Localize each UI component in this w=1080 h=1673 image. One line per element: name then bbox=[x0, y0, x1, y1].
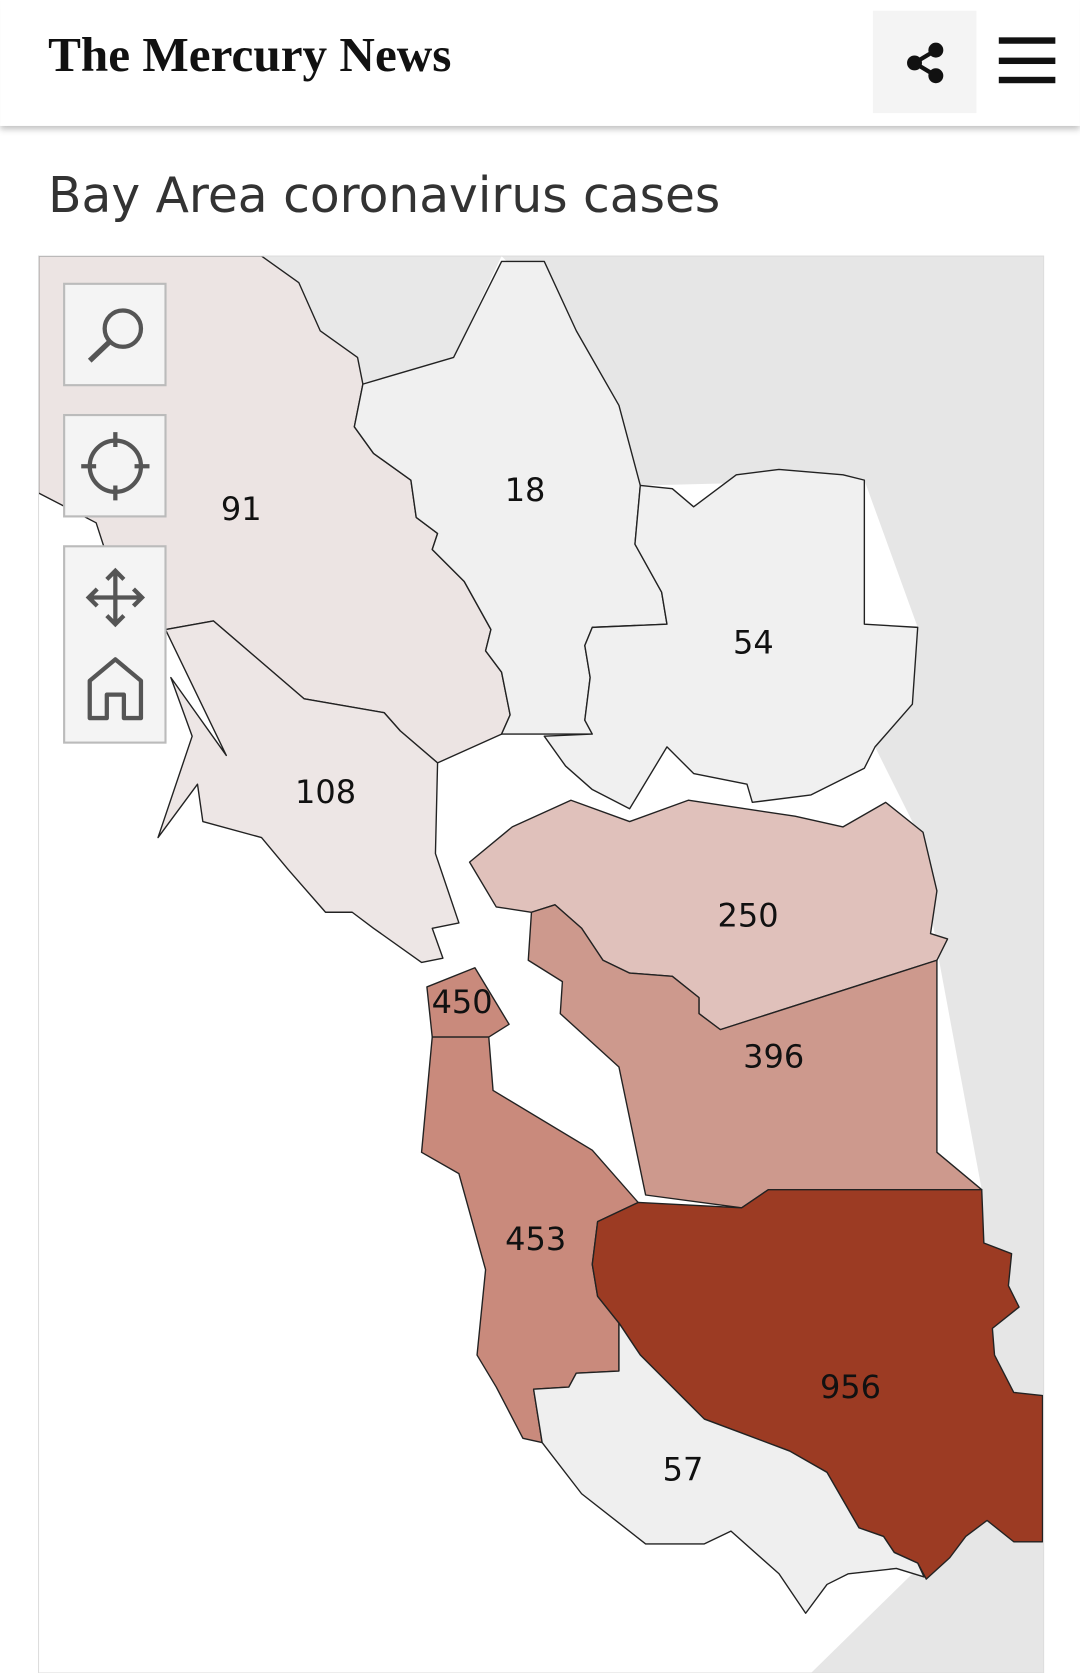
region-label: 54 bbox=[733, 623, 774, 661]
map[interactable]: 91 18 54 108 250 396 450 453 956 57 bbox=[38, 256, 1044, 1673]
map-controls[interactable] bbox=[63, 282, 167, 744]
region-label: 108 bbox=[295, 773, 356, 811]
menu-bar[interactable] bbox=[998, 76, 1056, 84]
region-label: 250 bbox=[718, 897, 779, 935]
pan-icon[interactable] bbox=[85, 567, 146, 628]
land bbox=[501, 256, 1044, 1673]
region[interactable] bbox=[426, 967, 510, 1038]
share-icon[interactable] bbox=[928, 42, 944, 58]
share-icon[interactable] bbox=[907, 55, 922, 71]
region-label: 450 bbox=[432, 983, 493, 1021]
map-frame bbox=[37, 255, 1045, 1673]
region[interactable] bbox=[527, 904, 983, 1209]
share-bg[interactable] bbox=[872, 10, 977, 114]
search-icon[interactable] bbox=[102, 308, 144, 349]
chart-title: Bay Area coronavirus cases bbox=[48, 166, 720, 224]
region[interactable] bbox=[157, 620, 460, 964]
region-label: 396 bbox=[743, 1037, 804, 1075]
region-label: 453 bbox=[505, 1220, 566, 1258]
menu-bar[interactable] bbox=[998, 57, 1056, 65]
regions: 91 18 54 108 250 396 450 453 956 57 bbox=[38, 256, 1044, 1614]
search-icon[interactable] bbox=[87, 339, 112, 363]
search-button[interactable] bbox=[63, 282, 167, 387]
region-label: 956 bbox=[820, 1368, 881, 1406]
region[interactable] bbox=[532, 1322, 925, 1614]
share-icon[interactable] bbox=[928, 68, 944, 84]
locate-icon[interactable] bbox=[81, 432, 150, 501]
region[interactable] bbox=[543, 468, 919, 810]
region-label: 91 bbox=[221, 490, 262, 528]
land bbox=[38, 256, 502, 385]
region-label: 18 bbox=[505, 471, 546, 509]
logo[interactable]: The Mercury News bbox=[48, 27, 451, 82]
region-label: 57 bbox=[663, 1450, 704, 1488]
menu-button[interactable] bbox=[998, 37, 1056, 84]
menu-bar[interactable] bbox=[998, 37, 1056, 44]
locate-button[interactable] bbox=[63, 413, 167, 518]
share-button[interactable] bbox=[872, 10, 977, 114]
home-icon[interactable] bbox=[87, 657, 144, 721]
